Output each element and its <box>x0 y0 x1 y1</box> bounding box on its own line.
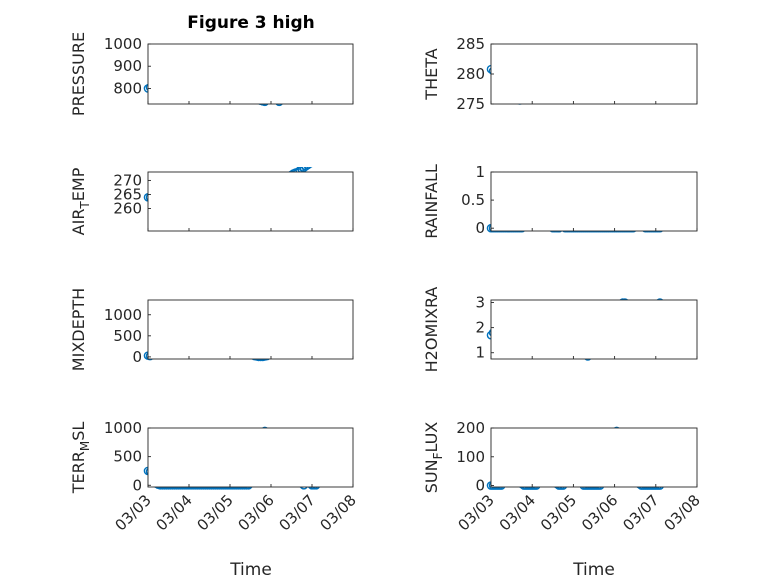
y-tick-label: 265 <box>113 185 142 203</box>
x-tick-label: 03/03 <box>112 491 155 534</box>
y-tick-label: 0.5 <box>461 191 485 209</box>
x-axis-label-left: Time <box>229 560 272 580</box>
y-tick-label: 2 <box>475 319 485 337</box>
x-tick-label: 03/08 <box>661 491 704 534</box>
y-tick-label: 100 <box>456 448 485 466</box>
subplot-mixdepth: 0 500 1000 MIXDEPTH <box>69 288 354 371</box>
y-tick-label: 0 <box>475 219 485 237</box>
y-tick-label: 500 <box>113 448 142 466</box>
x-tick-label: 03/03 <box>455 491 498 534</box>
y-tick-label: 280 <box>456 65 485 83</box>
y-tick-label: 0 <box>132 476 142 494</box>
y-tick-label: 1 <box>475 344 485 362</box>
y-tick-label: 0 <box>132 348 142 366</box>
y-tick-label: 800 <box>113 79 142 97</box>
data-point <box>307 167 313 168</box>
data-point <box>310 157 317 164</box>
y-axis-label: H2OMIXRA <box>422 287 441 373</box>
y-tick-label: 260 <box>113 200 142 218</box>
x-tick-label: 03/06 <box>578 491 621 534</box>
data-point <box>313 156 320 163</box>
x-tick-label: 03/05 <box>194 491 237 534</box>
x-tick-label: 03/05 <box>537 491 580 534</box>
y-axis-label: AIRTEMP <box>69 167 92 235</box>
data-point <box>304 167 312 170</box>
y-tick-label: 1000 <box>104 35 142 53</box>
y-tick-label: 1000 <box>104 419 142 437</box>
subplot-sun-flux: 0 100 200 SUNFLUX 03/0303/0403/0503/0603/070… <box>422 419 704 534</box>
data-point <box>301 167 311 171</box>
x-tick-label: 03/06 <box>235 491 278 534</box>
y-tick-label: 200 <box>456 419 485 437</box>
y-tick-label: 3 <box>475 294 485 312</box>
y-tick-label: 285 <box>456 35 485 53</box>
y-tick-label: 500 <box>113 327 142 345</box>
y-tick-label: 270 <box>113 171 142 189</box>
figure-title: Figure 3 high <box>187 13 315 33</box>
y-tick-label: 1 <box>475 163 485 181</box>
subplot-terr-msl: 0 500 1000 TERRMSL 03/0303/0403/0503/0603/07… <box>69 419 360 534</box>
y-axis-label: TERRMSL <box>69 422 92 495</box>
x-tick-label: 03/04 <box>496 491 539 534</box>
x-tick-label: 03/07 <box>276 491 319 534</box>
x-tick-label: 03/04 <box>153 491 196 534</box>
y-tick-label: 0 <box>475 477 485 495</box>
y-tick-label: 900 <box>113 57 142 75</box>
x-tick-label: 03/08 <box>317 491 360 534</box>
y-tick-label: 1000 <box>104 306 142 324</box>
axes-box <box>147 427 354 488</box>
subplot-h2omixra: 1 2 3 H2OMIXRA <box>422 287 698 373</box>
data-point <box>299 167 309 173</box>
subplot-theta: 275 280 285 THETA <box>422 35 698 113</box>
axes-box <box>490 171 698 232</box>
axes-box <box>490 427 698 488</box>
axes-box <box>490 43 698 105</box>
y-axis-label: RAINFALL <box>422 164 441 239</box>
axes-box <box>147 171 354 232</box>
y-axis-label: PRESSURE <box>69 32 88 116</box>
axes-box <box>147 299 354 360</box>
y-tick-label: 275 <box>456 95 485 113</box>
y-axis-label: THETA <box>422 48 441 100</box>
x-tick-label: 03/07 <box>619 491 662 534</box>
data-point <box>308 159 315 166</box>
y-axis-label: MIXDEPTH <box>69 288 88 371</box>
y-axis-label: SUNFLUX <box>422 422 445 494</box>
axes-box <box>147 43 354 105</box>
x-axis-label-right: Time <box>572 560 615 580</box>
axes-box <box>490 299 698 360</box>
subplot-rainfall: 0 0.5 1 RAINFALL <box>422 163 698 239</box>
subplot-pressure: 800 900 1000 PRESSURE <box>69 32 354 116</box>
